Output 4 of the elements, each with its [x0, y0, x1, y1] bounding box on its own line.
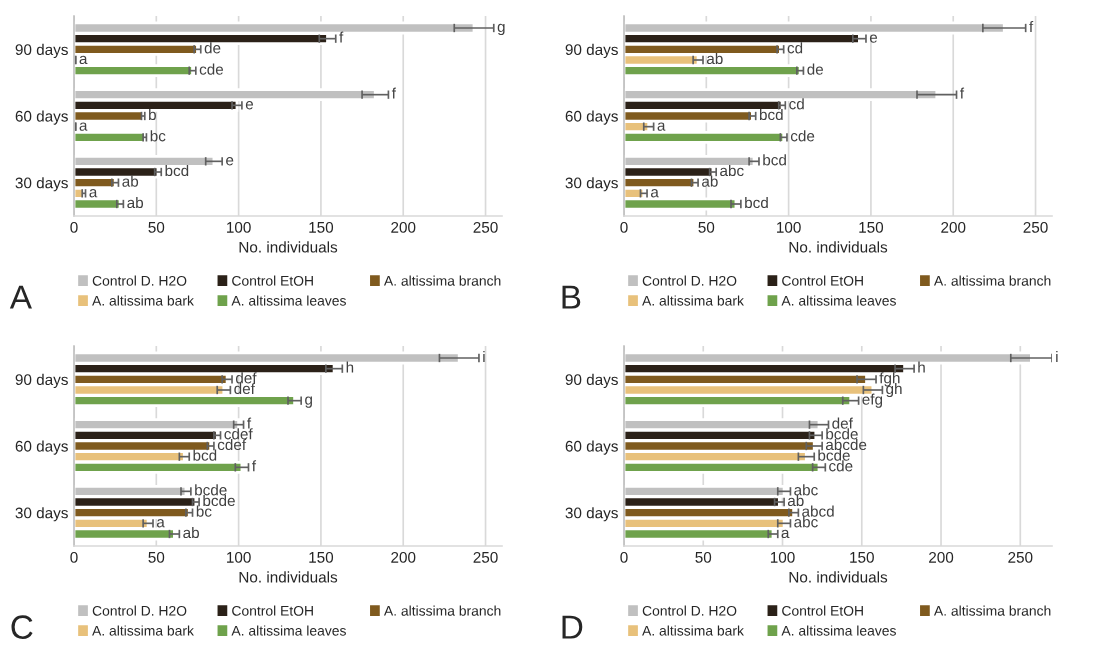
- text: D: [562, 615, 583, 639]
- text: B: [562, 285, 581, 309]
- text: A: [9, 285, 32, 309]
- text: C: [11, 615, 33, 639]
